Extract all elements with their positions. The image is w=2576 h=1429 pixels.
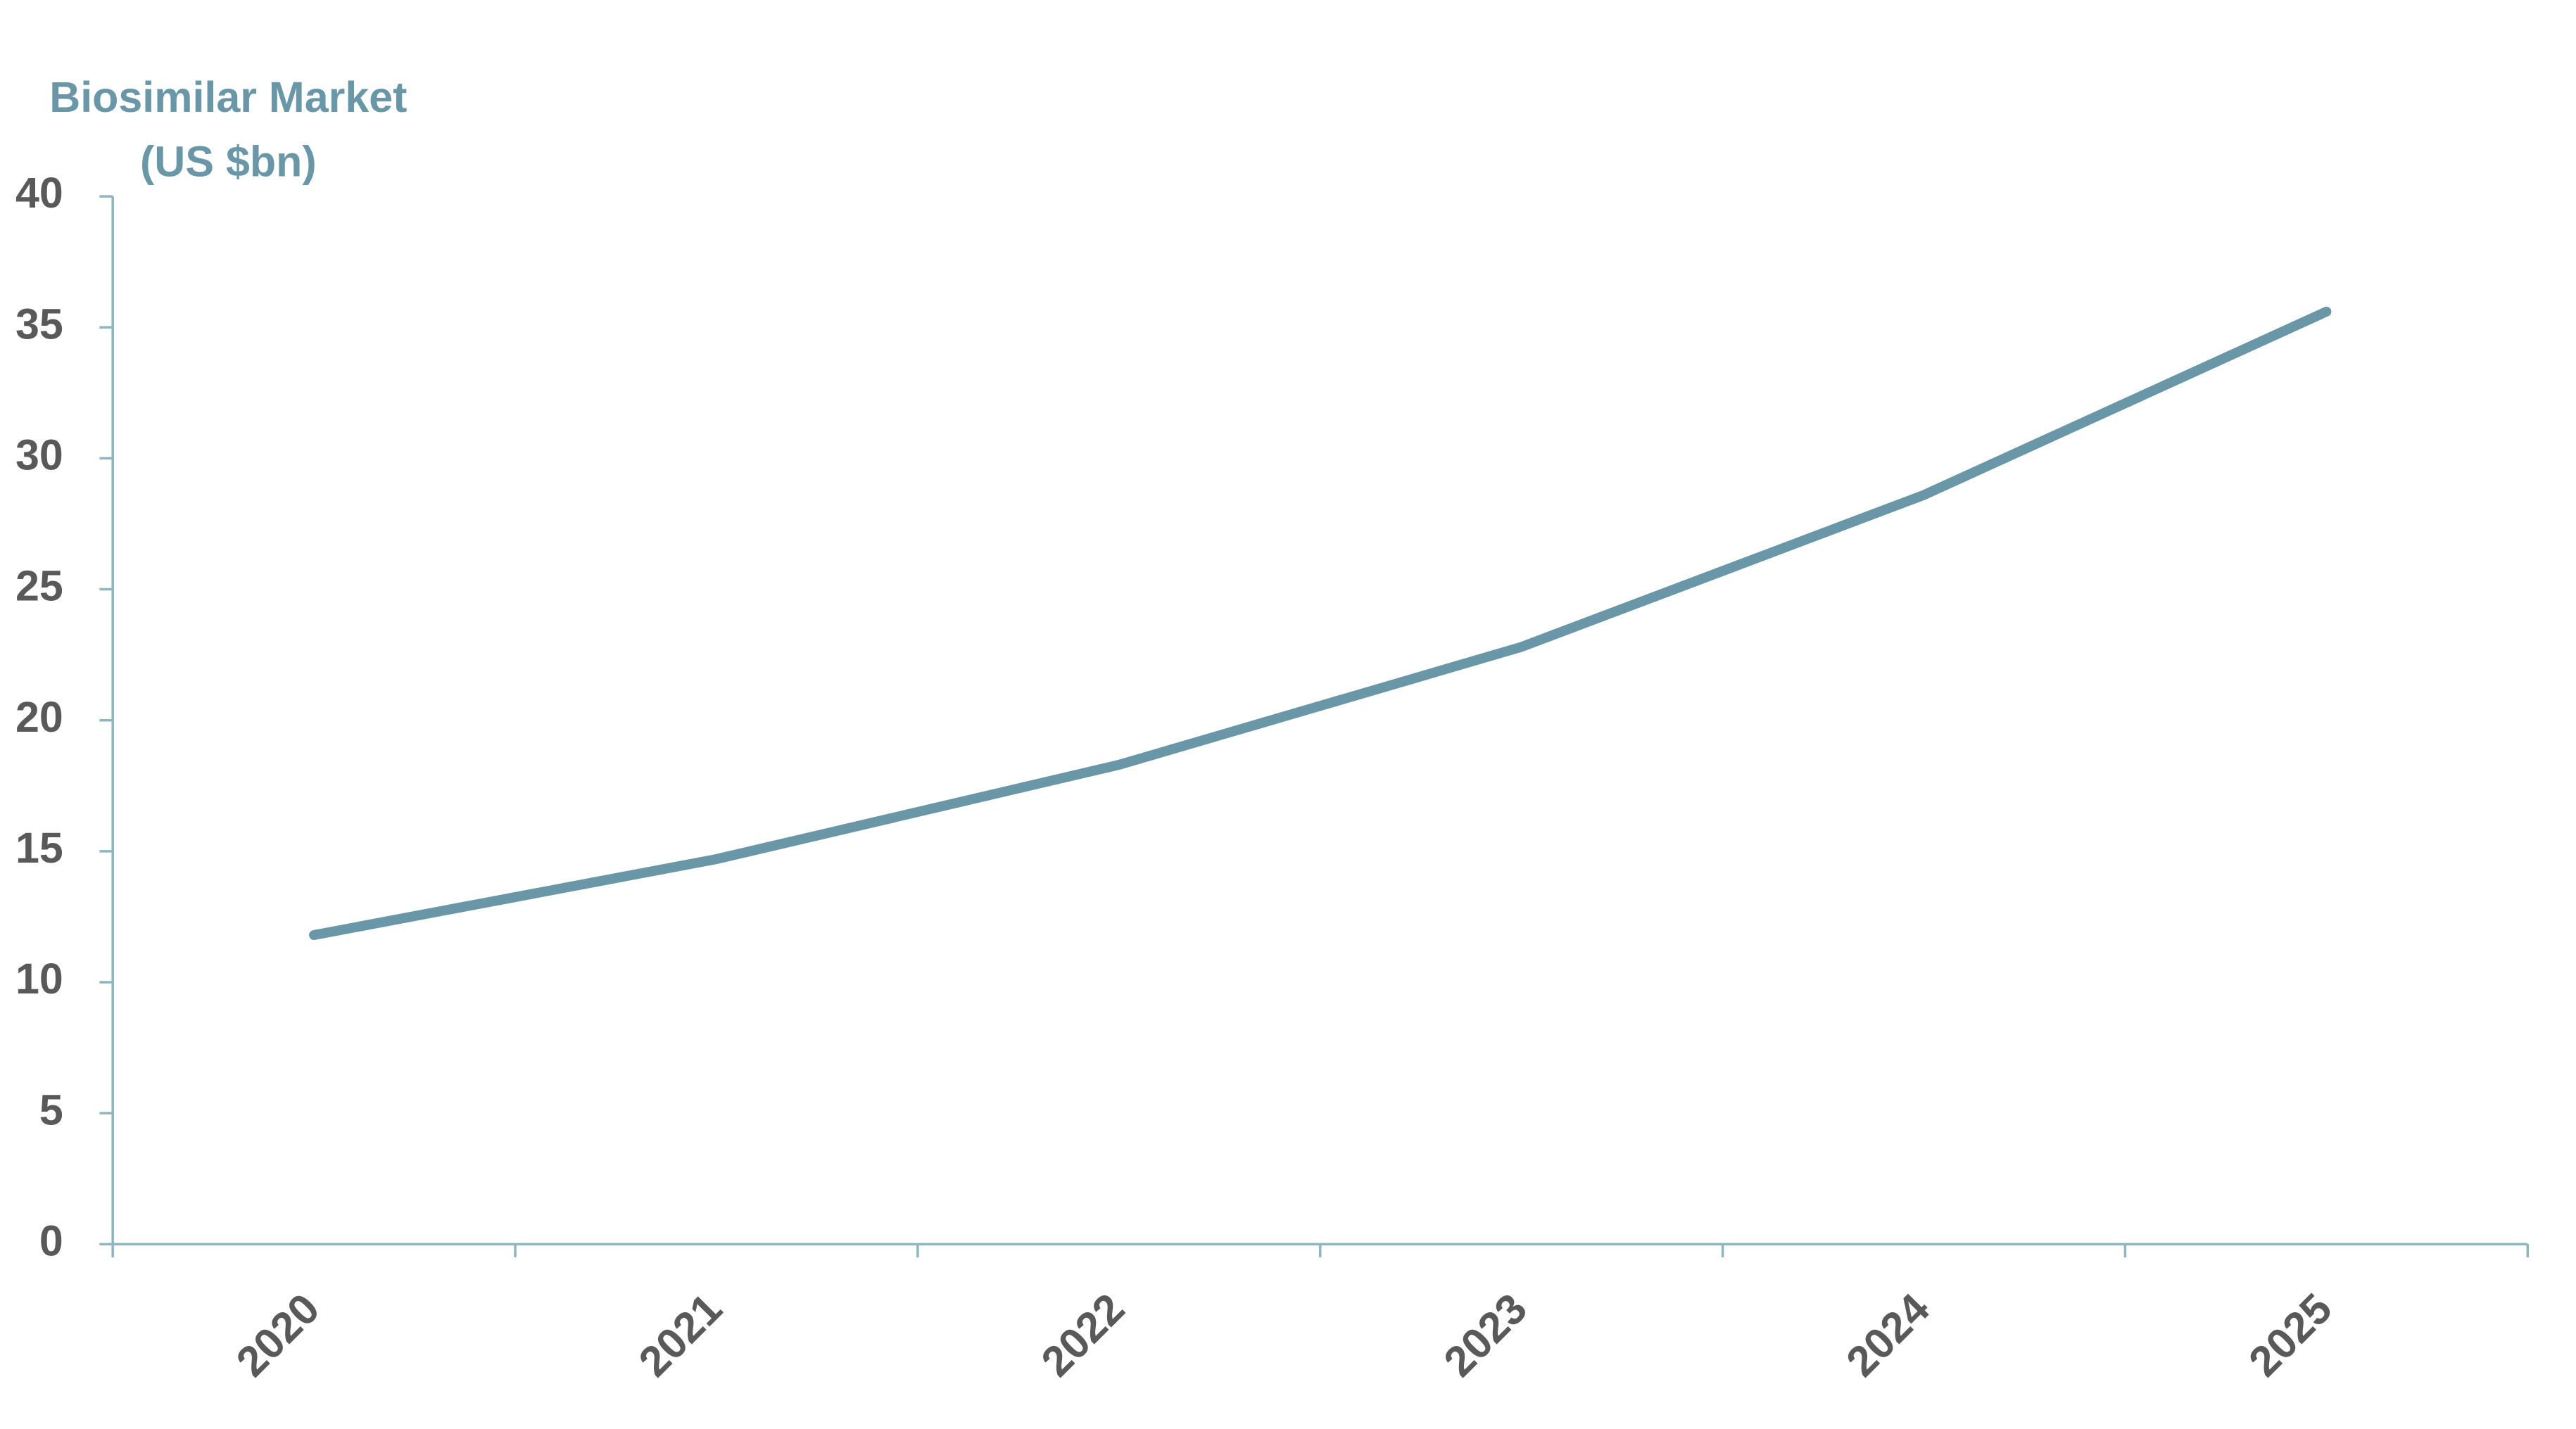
x-tick-label: 2024 <box>1837 1284 1938 1385</box>
y-tick-label: 35 <box>15 300 63 348</box>
y-tick-label: 40 <box>15 169 63 217</box>
y-tick-label: 25 <box>15 562 63 610</box>
x-tick-label: 2023 <box>1434 1284 1536 1385</box>
x-tick-label: 2022 <box>1032 1284 1133 1385</box>
chart-title: Biosimilar Market <box>49 73 407 121</box>
y-tick-label: 10 <box>15 955 63 1003</box>
chart-subtitle: (US $bn) <box>140 138 317 186</box>
y-tick-label: 20 <box>15 693 63 741</box>
x-tick-label: 2025 <box>2240 1284 2341 1385</box>
data-line <box>309 306 2332 941</box>
y-tick-label: 5 <box>39 1086 63 1133</box>
x-tick-label: 2020 <box>227 1284 329 1385</box>
y-tick-label: 30 <box>15 431 63 479</box>
x-tick-label: 2021 <box>630 1284 731 1385</box>
y-tick-label: 0 <box>39 1217 63 1264</box>
y-tick-label: 15 <box>15 824 63 872</box>
